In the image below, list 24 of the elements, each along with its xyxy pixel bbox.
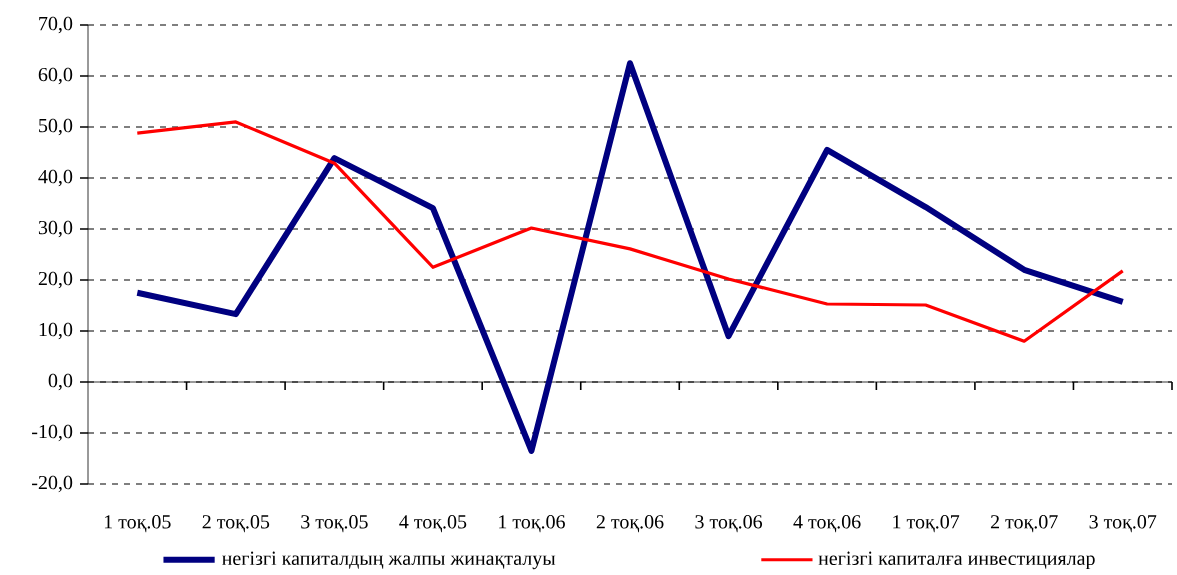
legend-label: негізгі капиталға инвестициялар [818, 551, 1095, 570]
x-tick-label: 2 тоқ.06 [596, 515, 664, 533]
y-tick-label: -10,0 [32, 424, 73, 442]
x-tick-label: 2 тоқ.05 [202, 515, 270, 533]
x-tick-label: 3 тоқ.05 [301, 515, 368, 533]
legend-label: негізгі капиталдың жалпы жинақталуы [222, 551, 556, 570]
x-tick-label: 2 тоқ.07 [990, 515, 1058, 533]
x-tick-label: 3 тоқ.06 [695, 515, 763, 533]
y-tick-label: -20,0 [32, 475, 73, 493]
x-tick-label: 4 тоқ.06 [793, 515, 861, 533]
y-tick-label: 70,0 [39, 16, 73, 34]
y-tick-label: 50,0 [39, 118, 73, 136]
x-tick-label: 3 тоқ.07 [1089, 515, 1157, 533]
y-tick-label: 10,0 [39, 322, 73, 340]
y-tick-label: 20,0 [38, 271, 73, 289]
y-tick-label: 60,0 [38, 67, 73, 85]
x-tick-label: 1 тоқ.07 [893, 515, 960, 533]
x-tick-label: 1 тоқ.06 [499, 515, 565, 533]
x-tick-label: 4 тоқ.05 [399, 515, 467, 533]
y-tick-label: 0,0 [48, 373, 73, 391]
y-tick-label: 30,0 [38, 220, 73, 238]
line-series [135, 120, 1125, 343]
y-tick-label: 40,0 [38, 169, 73, 187]
x-tick-label: 1 тоқ.05 [104, 515, 171, 533]
